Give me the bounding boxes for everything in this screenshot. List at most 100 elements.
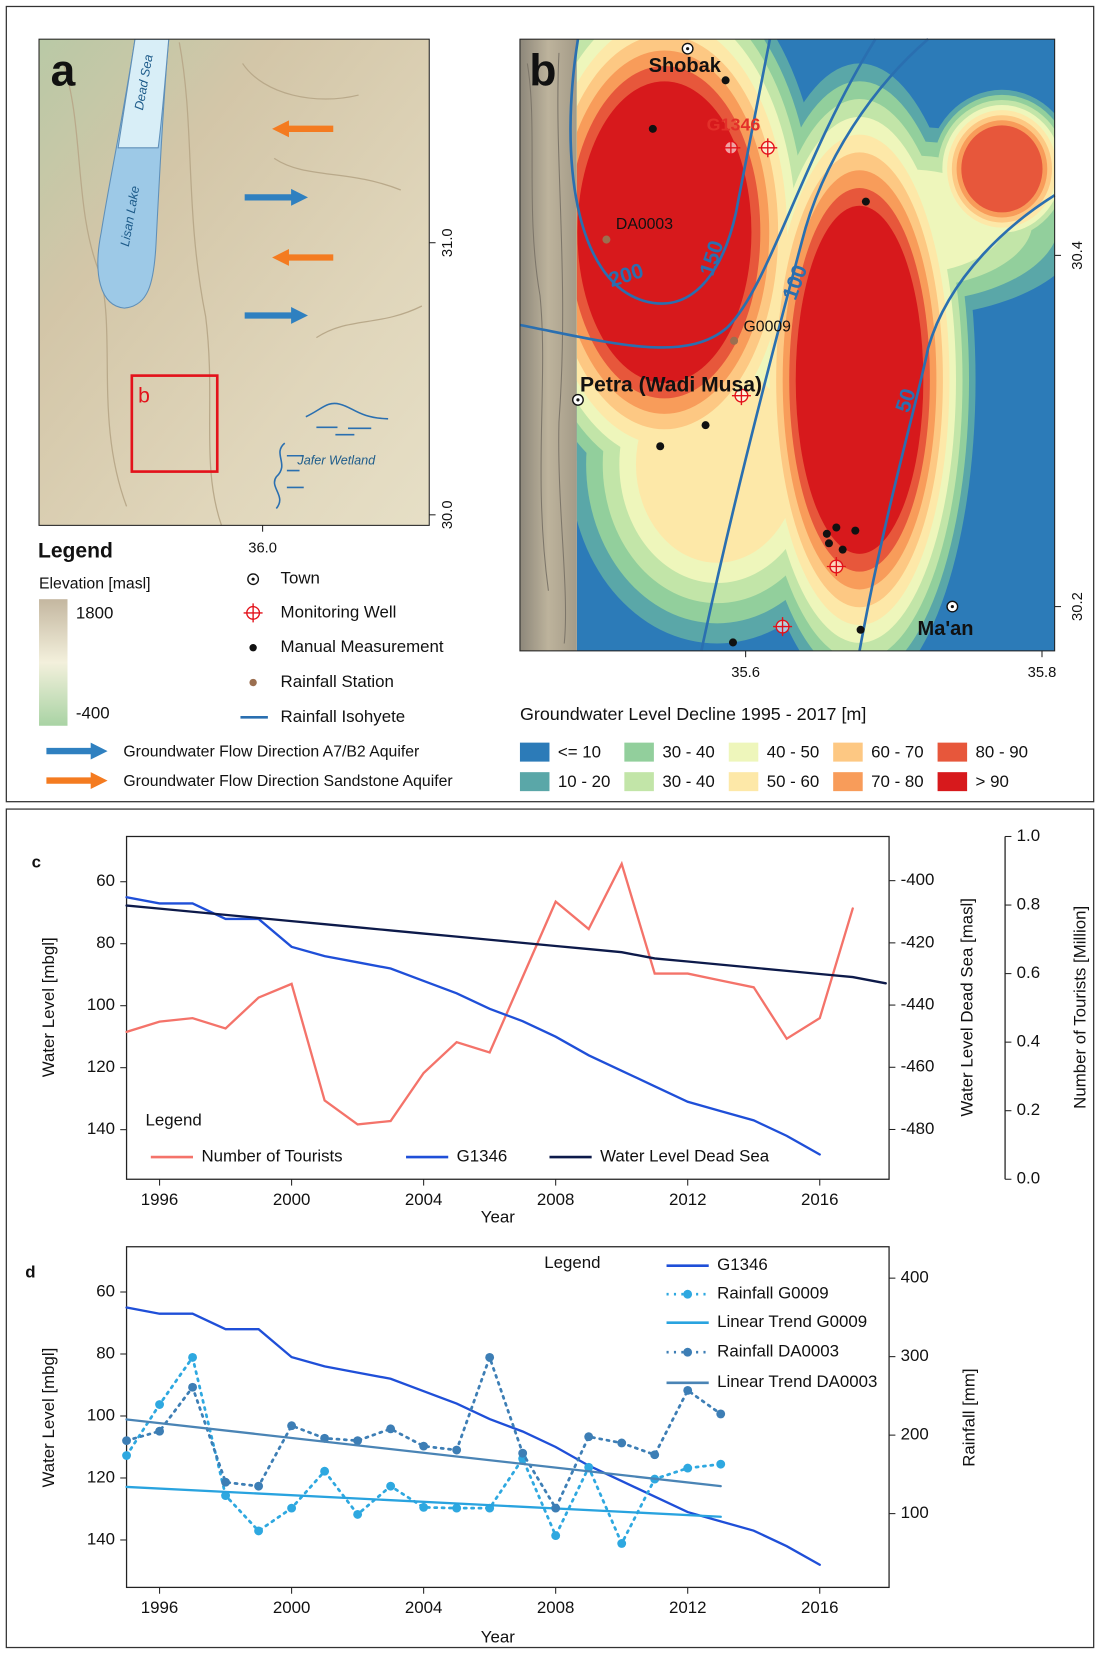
isohyete: [858, 194, 1056, 652]
legend-label: Linear Trend G0009: [717, 1312, 867, 1331]
series-point: [551, 1531, 561, 1541]
well-label: G0009: [744, 318, 792, 335]
isohyete: [519, 38, 877, 349]
rainfall-station: [730, 336, 739, 345]
legend-label: 60 - 70: [871, 743, 924, 762]
manual-measurement: [851, 526, 860, 535]
inset-box: [130, 374, 219, 473]
town-dot: [576, 398, 580, 402]
y2-tick-label: -460: [901, 1057, 935, 1076]
monitoring-well-cross: [721, 138, 741, 158]
series-point: [518, 1448, 528, 1458]
y3-tick-label: 0.4: [1017, 1032, 1040, 1051]
manual-measurement: [838, 545, 847, 554]
legend-swatch: [937, 772, 968, 792]
town-dot: [950, 604, 954, 609]
manual-measurement: [824, 539, 833, 548]
series-point: [584, 1462, 594, 1472]
legend-label: Rainfall Station: [281, 672, 394, 691]
legend-label: 70 - 80: [871, 772, 924, 791]
plot-frame: [125, 835, 890, 1180]
legend-label: Manual Measurement: [281, 637, 444, 656]
series-point: [716, 1459, 726, 1469]
series-line: [125, 860, 854, 1126]
lat-tick: 31.0: [440, 228, 456, 257]
hillshade: [519, 39, 577, 651]
series-point: [683, 1463, 693, 1473]
axis-title: Rainfall [mm]: [960, 1368, 979, 1466]
panel-label: d: [25, 1263, 35, 1282]
y3-tick-label: 0.2: [1017, 1100, 1040, 1119]
series-point: [155, 1426, 164, 1436]
y3-tick-label: 0.0: [1017, 1169, 1040, 1188]
series-point: [188, 1382, 198, 1392]
series-point: [419, 1441, 429, 1451]
y2-tick-label: 200: [901, 1425, 929, 1444]
elevation-bar: [39, 599, 68, 726]
lat-tick: 30.4: [1070, 241, 1086, 270]
flow-arrow-head: [291, 307, 308, 324]
y-tick-label: 80: [96, 933, 115, 952]
legend-swatch: [728, 742, 759, 762]
decline-legend-title: Groundwater Level Decline 1995 - 2017 [m…: [520, 704, 866, 724]
well-label: G1346: [707, 114, 761, 134]
legend-label: Rainfall DA0003: [717, 1342, 839, 1361]
series-line: [125, 1418, 722, 1488]
y2-tick-label: 300: [901, 1346, 929, 1365]
x-tick-label: 2012: [669, 1598, 707, 1617]
legend-swatch: [833, 772, 863, 792]
x-tick-label: 2012: [669, 1190, 707, 1209]
manual-measurement: [656, 442, 665, 451]
isohyetes: [519, 38, 1056, 652]
legend-label: > 90: [976, 772, 1009, 791]
manual-measurement: [728, 638, 737, 647]
x-tick-label: 1996: [141, 1190, 179, 1209]
legend-swatch: [624, 772, 654, 792]
y-tick-label: 120: [87, 1467, 115, 1486]
y-tick-label: 140: [87, 1529, 115, 1548]
y-tick-label: 60: [96, 871, 115, 890]
x-tick-label: 2004: [405, 1190, 443, 1209]
y3-tick-label: 0.8: [1017, 894, 1040, 913]
series-point: [353, 1509, 363, 1519]
x-tick-label: 2008: [537, 1598, 575, 1617]
y-tick-label: 100: [87, 995, 115, 1014]
monitoring-well-cross: [773, 617, 793, 637]
legend-label: Number of Tourists: [201, 1147, 342, 1166]
legend-label: Rainfall G0009: [717, 1284, 829, 1303]
series-point: [221, 1491, 231, 1500]
legend-label: Groundwater Flow Direction Sandstone Aqu…: [123, 773, 452, 790]
y2-tick-label: 100: [901, 1503, 929, 1522]
x-tick-label: 2016: [801, 1598, 839, 1617]
series-point: [617, 1438, 627, 1448]
lat-tick: 30.0: [440, 500, 456, 529]
series-point: [551, 1503, 561, 1513]
legend-label: 80 - 90: [976, 743, 1029, 762]
isohyete: [569, 38, 772, 305]
axis-title: Water Level [mbgl]: [39, 937, 58, 1077]
legend-label: 50 - 60: [767, 772, 820, 791]
series-point: [452, 1503, 462, 1513]
flow-arrow-head: [272, 120, 289, 138]
well-label: DA0003: [616, 216, 673, 233]
series-point: [617, 1539, 627, 1548]
manual-measurement: [721, 76, 730, 85]
series-point: [287, 1421, 297, 1431]
series-line: [125, 904, 887, 985]
y2-tick-label: -400: [901, 870, 935, 889]
plot-frame: [125, 1246, 890, 1589]
elevation-title: Elevation [masl]: [39, 576, 151, 593]
x-tick-label: 2000: [273, 1598, 311, 1617]
legend-label: 10 - 20: [558, 772, 611, 791]
series-point: [287, 1503, 297, 1513]
x-axis-title: Year: [481, 1627, 515, 1646]
series-line: [125, 1485, 722, 1518]
town-dot: [686, 47, 690, 51]
series-point: [386, 1481, 396, 1491]
legend-swatch: [519, 742, 550, 762]
axis-title: Water Level Dead Sea [masl]: [958, 898, 977, 1117]
series-point: [485, 1352, 495, 1362]
legend-marker: [683, 1347, 693, 1357]
legend-label: Groundwater Flow Direction A7/B2 Aquifer: [123, 743, 419, 760]
